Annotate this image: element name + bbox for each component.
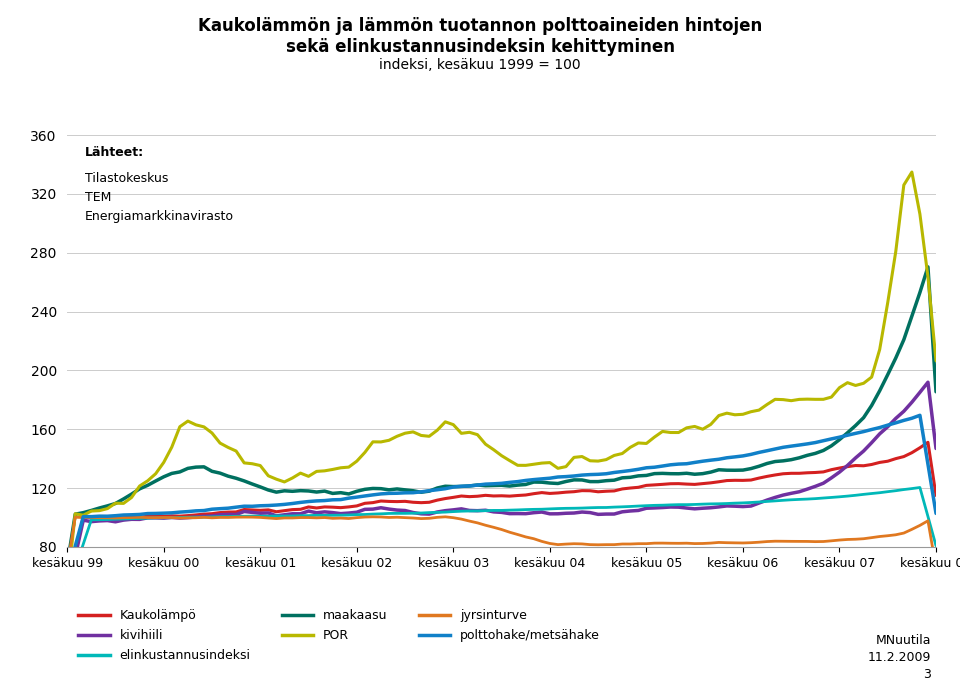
Line: elinkustannusindeksi: elinkustannusindeksi [67, 488, 936, 592]
Line: POR: POR [67, 172, 936, 588]
elinkustannusindeksi [126, 515, 137, 523]
Text: indeksi, kesäkuu 1999 = 100: indeksi, kesäkuu 1999 = 100 [379, 58, 581, 72]
Line: polttohake/metsähake: polttohake/metsähake [67, 416, 936, 576]
Line: kivihiili: kivihiili [67, 383, 936, 592]
elinkustannusindeksi [536, 505, 547, 513]
POR [351, 457, 363, 465]
jyrsinturve [302, 513, 314, 522]
POR [302, 472, 314, 480]
Line: Kaukolämpö: Kaukolämpö [67, 442, 936, 590]
Text: Kaukolämmön ja lämmön tuotannon polttoaineiden hintojen: Kaukolämmön ja lämmön tuotannon polttoai… [198, 17, 762, 35]
jyrsinturve [440, 513, 451, 521]
polttohake/metsähake [536, 475, 547, 483]
kivihiili [528, 508, 540, 517]
kivihiili [351, 508, 363, 517]
jyrsinturve [351, 513, 363, 522]
POR [126, 493, 137, 502]
Text: sekä elinkustannusindeksin kehittyminen: sekä elinkustannusindeksin kehittyminen [285, 38, 675, 56]
Kaukolämpö [61, 586, 73, 594]
elinkustannusindeksi [633, 502, 644, 510]
kivihiili [930, 444, 942, 453]
elinkustannusindeksi [528, 505, 540, 513]
polttohake/metsähake [302, 497, 314, 506]
polttohake/metsähake [930, 509, 942, 517]
kivihiili [923, 378, 934, 387]
polttohake/metsähake [633, 465, 644, 473]
maakaasu [351, 487, 363, 495]
kivihiili [536, 508, 547, 516]
POR [61, 583, 73, 592]
kivihiili [61, 588, 73, 596]
POR [528, 460, 540, 469]
Text: MNuutila
11.2.2009
3: MNuutila 11.2.2009 3 [868, 634, 931, 681]
Text: Lähteet:: Lähteet: [84, 146, 144, 159]
polttohake/metsähake [126, 510, 137, 519]
polttohake/metsähake [528, 475, 540, 484]
POR [633, 439, 644, 447]
kivihiili [126, 515, 137, 524]
maakaasu [536, 478, 547, 486]
Legend: Kaukolämpö, kivihiili, elinkustannusindeksi, maakaasu, POR, jyrsinturve, polttoh: Kaukolämpö, kivihiili, elinkustannusinde… [74, 604, 605, 667]
Kaukolämpö [930, 491, 942, 499]
kivihiili [302, 507, 314, 515]
Kaukolämpö [351, 502, 363, 510]
jyrsinturve [640, 539, 652, 548]
elinkustannusindeksi [302, 511, 314, 519]
polttohake/metsähake [351, 493, 363, 502]
POR [906, 168, 918, 176]
maakaasu [302, 487, 314, 495]
Line: jyrsinturve: jyrsinturve [67, 517, 936, 568]
jyrsinturve [544, 539, 556, 548]
Kaukolämpö [302, 503, 314, 511]
elinkustannusindeksi [61, 588, 73, 596]
polttohake/metsähake [914, 411, 925, 420]
Text: Tilastokeskus
TEM
Energiamarkkinavirasto: Tilastokeskus TEM Energiamarkkinavirasto [84, 171, 233, 223]
maakaasu [633, 472, 644, 480]
jyrsinturve [126, 513, 137, 522]
kivihiili [633, 506, 644, 515]
POR [930, 356, 942, 365]
Kaukolämpö [923, 438, 934, 447]
POR [536, 459, 547, 467]
jyrsinturve [536, 537, 547, 546]
maakaasu [930, 387, 942, 396]
Kaukolämpö [528, 490, 540, 498]
maakaasu [126, 490, 137, 498]
polttohake/metsähake [61, 572, 73, 580]
elinkustannusindeksi [930, 541, 942, 550]
maakaasu [61, 561, 73, 569]
maakaasu [528, 478, 540, 486]
elinkustannusindeksi [914, 484, 925, 492]
Kaukolämpö [126, 513, 137, 522]
Kaukolämpö [536, 488, 547, 497]
jyrsinturve [61, 562, 73, 570]
maakaasu [923, 263, 934, 271]
elinkustannusindeksi [351, 510, 363, 519]
Kaukolämpö [633, 483, 644, 491]
jyrsinturve [930, 563, 942, 572]
Line: maakaasu: maakaasu [67, 267, 936, 565]
